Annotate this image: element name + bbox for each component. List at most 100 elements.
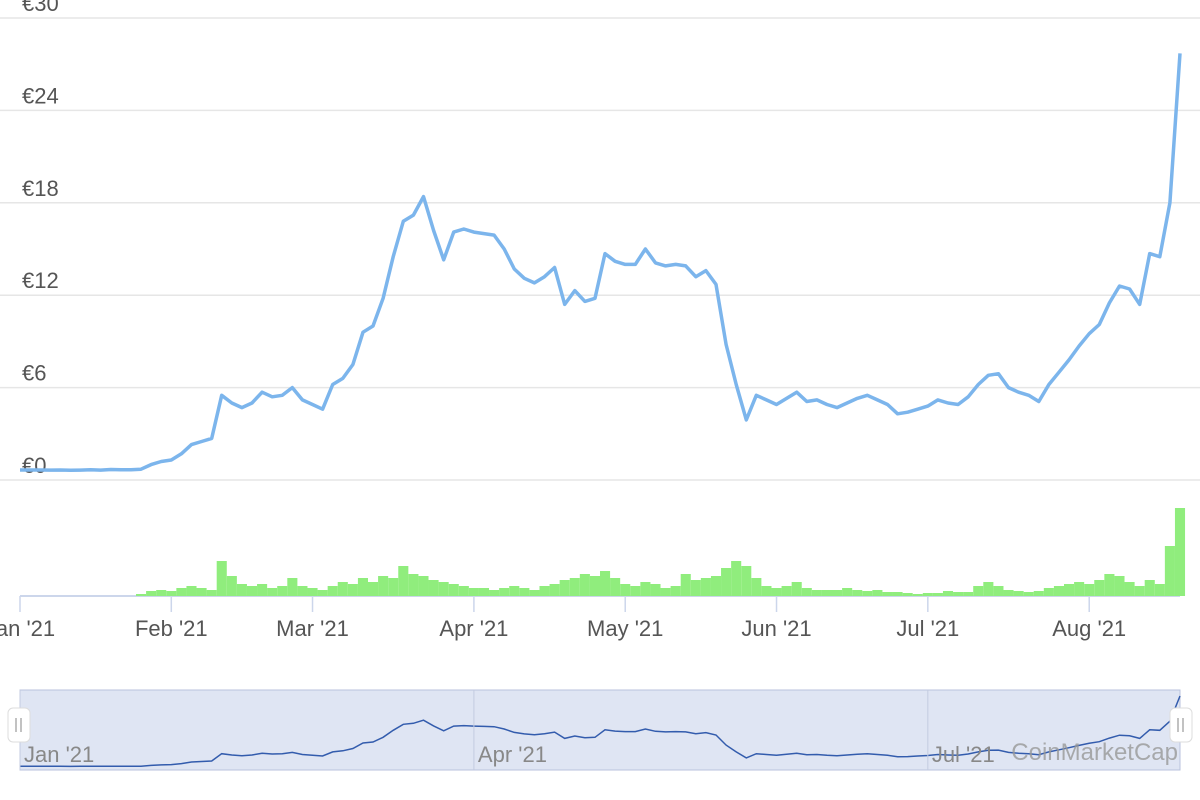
- navigator-handle-right[interactable]: [1169, 707, 1193, 743]
- volume-bar: [297, 586, 308, 596]
- marks: €0 €6 €12 €18 €24 €30 Jan '21 Feb '21 Mar '21 Apr…: [0, 0, 1200, 770]
- volume-bar: [781, 586, 792, 596]
- volume-bar: [448, 584, 459, 596]
- volume-bar: [660, 588, 671, 596]
- volume-bar: [287, 578, 298, 596]
- x-tick-label: Jun '21: [741, 616, 811, 641]
- x-tick-label: May '21: [587, 616, 663, 641]
- volume-bar: [1033, 591, 1044, 596]
- volume-bar: [176, 588, 187, 596]
- volume-bar: [216, 561, 227, 596]
- volume-bar: [236, 584, 247, 596]
- volume-bar: [1124, 582, 1135, 596]
- volume-bar: [942, 591, 954, 596]
- navigator-label: Jan '21: [24, 742, 94, 767]
- volume-bar: [489, 590, 500, 596]
- volume-bar: [166, 591, 177, 596]
- y-tick-label: €12: [22, 268, 59, 293]
- volume-bar: [842, 588, 853, 596]
- volume-bar: [1094, 580, 1105, 596]
- volume-bar: [347, 584, 358, 596]
- y-tick-label: €6: [22, 361, 46, 386]
- price-line: [20, 53, 1182, 473]
- volume-bar: [1134, 586, 1145, 596]
- volume-bar: [862, 591, 873, 596]
- volume-bar: [378, 576, 389, 596]
- volume-bar: [206, 590, 217, 596]
- navigator[interactable]: [19, 689, 1181, 771]
- volume-bar: [741, 566, 752, 596]
- volume-bar: [650, 584, 661, 596]
- volume-bar: [1053, 586, 1064, 596]
- navigator-label: Apr '21: [478, 742, 547, 767]
- y-tick-label: €0: [22, 453, 46, 478]
- volume-bar: [710, 576, 722, 596]
- volume-bar: [589, 576, 600, 596]
- volume-bar: [761, 586, 772, 596]
- volume-bar: [529, 590, 540, 596]
- volume-bar: [226, 576, 237, 596]
- volume-bar: [852, 590, 863, 596]
- x-tick-label: Jan '21: [0, 616, 55, 641]
- volume-bar: [277, 586, 288, 596]
- volume-bar: [620, 584, 631, 596]
- volume-bar: [1064, 584, 1075, 596]
- volume-bar: [1084, 584, 1095, 596]
- volume-bar: [156, 590, 167, 596]
- volume-bar: [912, 594, 923, 596]
- volume-bar: [963, 592, 974, 596]
- volume-bar: [902, 593, 913, 596]
- volume-bar: [680, 574, 691, 596]
- volume-bar: [549, 584, 560, 596]
- volume-bar: [731, 561, 742, 596]
- navigator-handle-left[interactable]: [7, 707, 31, 743]
- volume-bar: [398, 566, 409, 596]
- volume-bar: [832, 590, 843, 596]
- volume-bar: [640, 582, 651, 596]
- volume-bar: [1003, 590, 1014, 596]
- volume-bar: [600, 571, 611, 596]
- volume-bar: [136, 594, 147, 596]
- volume-bar: [872, 590, 883, 596]
- volume-bar: [882, 592, 893, 596]
- volume-bar: [721, 568, 732, 596]
- volume-bar: [993, 586, 1004, 596]
- volume-bar: [569, 578, 580, 596]
- volume-bar: [610, 578, 621, 596]
- volume-bar: [983, 582, 994, 596]
- navigator-label: Jul '21: [932, 742, 995, 767]
- volume-bar: [1104, 574, 1115, 596]
- volume-bar: [307, 588, 318, 596]
- volume-bar: [1023, 592, 1034, 596]
- y-tick-label: €30: [22, 0, 59, 16]
- volume-bar: [478, 588, 490, 596]
- volume-bar: [559, 580, 570, 596]
- volume-bar: [418, 576, 429, 596]
- volume-bar: [388, 578, 399, 596]
- volume-bar: [468, 588, 479, 596]
- volume-bar: [186, 586, 197, 596]
- volume-bar: [579, 574, 590, 596]
- volume-bar: [539, 586, 550, 596]
- volume-bar: [1074, 582, 1085, 596]
- volume-bar: [519, 588, 530, 596]
- watermark: CoinMarketCap: [1011, 739, 1178, 766]
- x-tick-label: Feb '21: [135, 616, 208, 641]
- volume-bar: [428, 580, 439, 596]
- volume-bar: [892, 592, 903, 596]
- volume-bar: [408, 574, 419, 596]
- volume-bar: [509, 586, 520, 596]
- x-tick-label: Aug '21: [1052, 616, 1126, 641]
- x-tick-label: Mar '21: [276, 616, 349, 641]
- volume-bar: [246, 586, 258, 596]
- x-tick-label: Jul '21: [896, 616, 959, 641]
- volume-bar: [751, 578, 762, 596]
- volume-bar: [1154, 584, 1165, 596]
- volume-bar: [458, 586, 469, 596]
- volume-bar: [1013, 591, 1024, 596]
- volume-bar: [327, 586, 338, 596]
- volume-bar: [1043, 588, 1054, 596]
- volume-bar: [953, 592, 964, 596]
